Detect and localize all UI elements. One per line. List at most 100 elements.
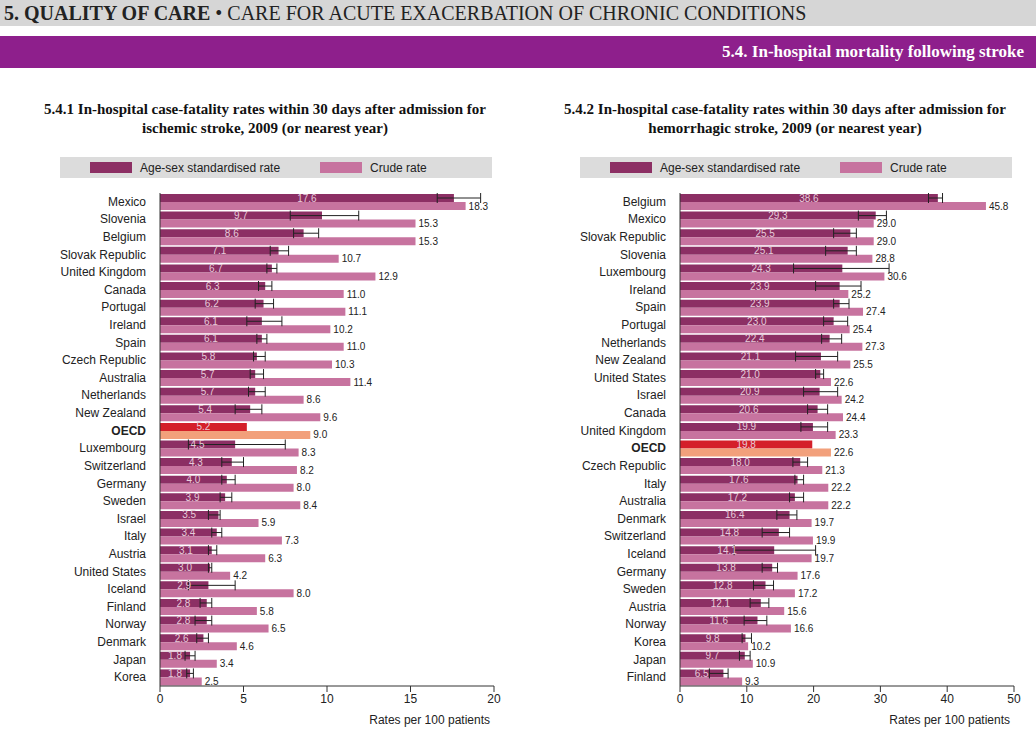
svg-text:18.0: 18.0: [730, 457, 750, 468]
svg-text:6.5: 6.5: [695, 668, 709, 679]
svg-text:21.0: 21.0: [740, 369, 760, 380]
svg-text:Norway: Norway: [105, 617, 146, 631]
svg-text:Sweden: Sweden: [103, 494, 146, 508]
svg-text:United States: United States: [594, 371, 666, 385]
svg-text:9.0: 9.0: [313, 429, 327, 440]
svg-text:2.5: 2.5: [205, 676, 219, 687]
svg-text:21.3: 21.3: [825, 465, 845, 476]
svg-text:Slovenia: Slovenia: [620, 248, 666, 262]
svg-text:Canada: Canada: [104, 283, 146, 297]
svg-text:19.9: 19.9: [816, 535, 836, 546]
svg-text:1.8: 1.8: [168, 668, 182, 679]
svg-text:New Zealand: New Zealand: [75, 406, 146, 420]
svg-text:11.6: 11.6: [709, 615, 728, 626]
svg-text:8.2: 8.2: [300, 465, 314, 476]
svg-text:Italy: Italy: [124, 529, 146, 543]
svg-text:20.9: 20.9: [740, 386, 760, 397]
svg-text:23.0: 23.0: [747, 316, 767, 327]
svg-text:25.1: 25.1: [754, 245, 774, 256]
svg-text:5.8: 5.8: [260, 606, 274, 617]
svg-text:3.4: 3.4: [220, 658, 234, 669]
svg-text:10.3: 10.3: [335, 359, 355, 370]
svg-text:Czech Republic: Czech Republic: [582, 459, 666, 473]
svg-text:Italy: Italy: [644, 477, 666, 491]
svg-text:5.9: 5.9: [262, 517, 276, 528]
svg-text:8.0: 8.0: [297, 482, 311, 493]
svg-text:Korea: Korea: [634, 635, 666, 649]
svg-text:17.6: 17.6: [297, 193, 317, 204]
svg-text:9.7: 9.7: [705, 650, 719, 661]
svg-text:45.8: 45.8: [989, 201, 1009, 212]
svg-text:6.5: 6.5: [272, 623, 286, 634]
svg-text:Iceland: Iceland: [627, 547, 666, 561]
svg-text:Ireland: Ireland: [109, 318, 146, 332]
svg-text:New Zealand: New Zealand: [595, 353, 666, 367]
svg-text:11.1: 11.1: [348, 306, 367, 317]
svg-text:Iceland: Iceland: [107, 582, 146, 596]
svg-text:16.6: 16.6: [794, 623, 814, 634]
svg-text:4.6: 4.6: [240, 641, 254, 652]
svg-text:Germany: Germany: [617, 565, 666, 579]
svg-text:12.8: 12.8: [713, 580, 733, 591]
svg-text:5: 5: [240, 692, 247, 706]
svg-text:5.2: 5.2: [196, 421, 210, 432]
svg-text:Netherlands: Netherlands: [81, 388, 146, 402]
svg-text:2.6: 2.6: [175, 633, 189, 644]
svg-text:Luxembourg: Luxembourg: [599, 265, 666, 279]
svg-text:Rates per 100 patients: Rates per 100 patients: [369, 713, 490, 727]
svg-text:22.2: 22.2: [831, 482, 851, 493]
svg-text:6.7: 6.7: [209, 263, 223, 274]
svg-text:Mexico: Mexico: [628, 212, 666, 226]
svg-text:Luxembourg: Luxembourg: [79, 441, 146, 455]
svg-text:Finland: Finland: [627, 670, 666, 684]
svg-text:10.7: 10.7: [342, 253, 362, 264]
svg-text:50: 50: [1007, 692, 1021, 706]
svg-text:17.2: 17.2: [728, 492, 748, 503]
svg-text:OECD: OECD: [631, 441, 666, 455]
svg-text:21.1: 21.1: [741, 351, 761, 362]
svg-text:15.6: 15.6: [787, 606, 807, 617]
svg-text:23.3: 23.3: [839, 429, 859, 440]
svg-text:Japan: Japan: [633, 653, 666, 667]
svg-text:Netherlands: Netherlands: [601, 336, 666, 350]
svg-text:Norway: Norway: [625, 617, 666, 631]
svg-text:23.9: 23.9: [750, 298, 770, 309]
svg-text:0: 0: [157, 692, 164, 706]
svg-text:17.6: 17.6: [801, 570, 821, 581]
svg-text:8.4: 8.4: [303, 500, 317, 511]
svg-text:4.0: 4.0: [186, 474, 200, 485]
svg-text:Sweden: Sweden: [623, 582, 666, 596]
svg-text:27.4: 27.4: [866, 306, 886, 317]
svg-text:Japan: Japan: [113, 653, 146, 667]
svg-text:6.2: 6.2: [205, 298, 219, 309]
svg-text:Germany: Germany: [97, 477, 146, 491]
svg-text:7.3: 7.3: [285, 535, 299, 546]
svg-text:Australia: Australia: [99, 371, 146, 385]
svg-text:4.2: 4.2: [233, 570, 247, 581]
svg-text:8.6: 8.6: [225, 228, 239, 239]
svg-text:11.4: 11.4: [353, 377, 372, 388]
svg-text:14.1: 14.1: [717, 545, 737, 556]
svg-text:14.8: 14.8: [720, 527, 740, 538]
svg-text:30: 30: [874, 692, 888, 706]
svg-text:15.3: 15.3: [419, 218, 439, 229]
svg-text:9.8: 9.8: [706, 633, 720, 644]
svg-text:19.7: 19.7: [815, 553, 835, 564]
svg-text:Australia: Australia: [619, 494, 666, 508]
svg-text:Mexico: Mexico: [108, 195, 146, 209]
svg-text:22.6: 22.6: [834, 377, 854, 388]
svg-text:Rates per 100 patients: Rates per 100 patients: [889, 713, 1010, 727]
svg-text:Denmark: Denmark: [617, 512, 667, 526]
svg-text:10: 10: [740, 692, 754, 706]
svg-text:2.8: 2.8: [176, 615, 190, 626]
svg-text:3.4: 3.4: [181, 527, 195, 538]
svg-text:19.8: 19.8: [736, 439, 756, 450]
svg-text:Switzerland: Switzerland: [84, 459, 146, 473]
svg-text:4.3: 4.3: [189, 457, 203, 468]
svg-text:Slovenia: Slovenia: [100, 212, 146, 226]
svg-text:29.0: 29.0: [877, 236, 897, 247]
svg-text:8.6: 8.6: [307, 394, 321, 405]
svg-text:15.3: 15.3: [419, 236, 439, 247]
svg-text:5.7: 5.7: [201, 369, 215, 380]
svg-text:24.3: 24.3: [751, 263, 771, 274]
